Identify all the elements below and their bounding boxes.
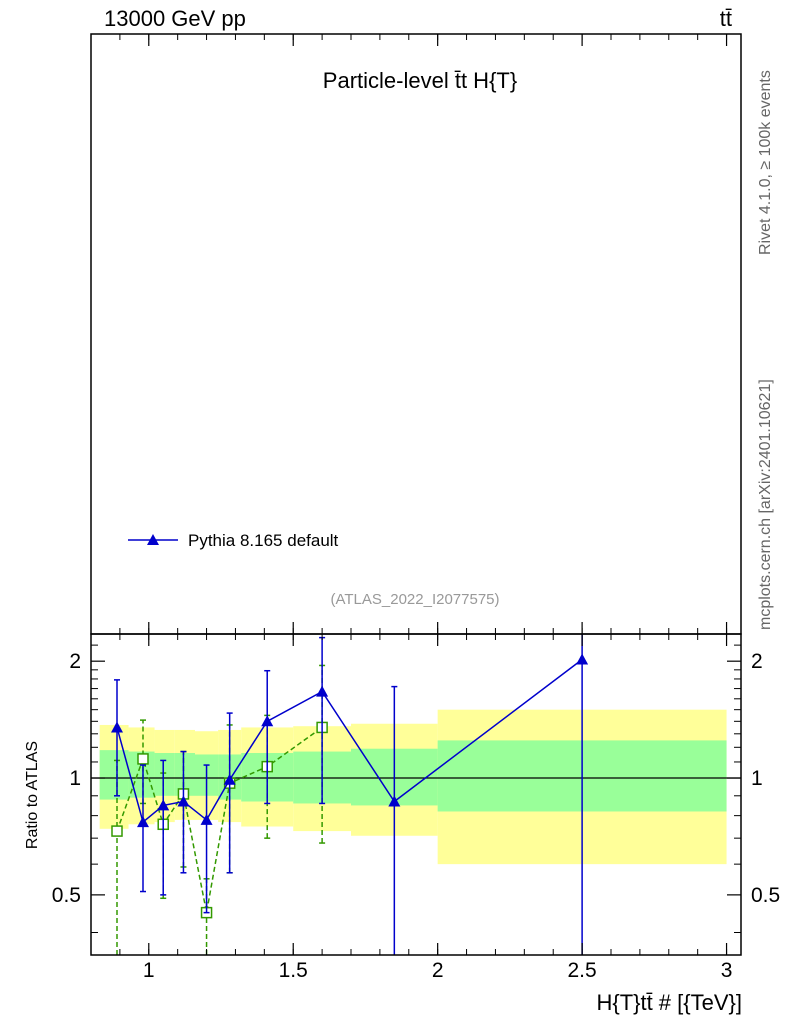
data-point (177, 795, 190, 807)
data-point (261, 715, 274, 727)
data-point (137, 816, 149, 828)
analysis-id: (ATLAS_2022_I2077575) (330, 591, 499, 608)
data-point (223, 773, 236, 785)
y-tick-label-right: 0.5 (751, 884, 780, 907)
x-tick-label: 3 (721, 959, 733, 982)
x-tick-label: 2 (432, 959, 444, 982)
x-tick-label: 1 (143, 959, 155, 982)
legend: Pythia 8.165 default (128, 531, 339, 550)
data-point (576, 653, 589, 665)
inner-band (99, 750, 129, 800)
y-tick-label: 1 (69, 767, 81, 790)
ratio-panel-frame (90, 633, 742, 956)
data-point (111, 825, 123, 837)
series-layer (111, 634, 589, 955)
data-point (137, 753, 149, 765)
data-point (157, 799, 170, 811)
process-label: tt̄ (719, 6, 732, 31)
y-tick-label: 0.5 (52, 884, 81, 907)
y-tick-label-right: 2 (751, 650, 763, 673)
x-axis-label: H{T}tt̄ # [{TeV}] (596, 990, 742, 1015)
x-tick-label: 1.5 (279, 959, 308, 982)
axes: 1 1.5 2 2.5 3 0.5 0.5 1 1 2 2 (52, 34, 780, 982)
series-line (116, 726, 323, 913)
inner-band (154, 753, 175, 796)
data-point (316, 685, 329, 697)
y-axis-label: Ratio to ATLAS (24, 741, 41, 849)
series-pythia (111, 634, 589, 955)
data-point (200, 813, 213, 825)
x-tick-label: 2.5 (568, 959, 597, 982)
legend-marker (147, 534, 159, 545)
series-line (116, 658, 583, 824)
inner-band (174, 753, 195, 796)
y-tick-label-right: 1 (751, 767, 763, 790)
data-point (111, 721, 123, 733)
chart-title: Particle-level t̄t H{T} (323, 68, 517, 93)
energy-label: 13000 GeV pp (104, 6, 246, 31)
legend-label: Pythia 8.165 default (188, 531, 339, 550)
y-tick-label: 2 (69, 650, 81, 673)
data-point (388, 795, 401, 807)
